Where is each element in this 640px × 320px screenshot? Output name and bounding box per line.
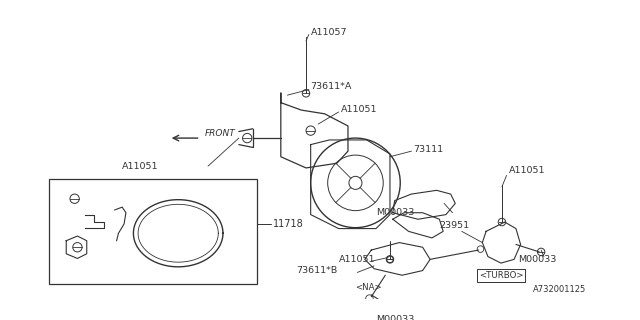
Bar bbox=[477, 269, 525, 282]
Text: M00033: M00033 bbox=[518, 255, 556, 264]
Bar bbox=[49, 179, 257, 284]
Text: 23951: 23951 bbox=[440, 221, 470, 230]
Text: 73611*A: 73611*A bbox=[310, 82, 352, 91]
Text: A11051: A11051 bbox=[339, 255, 375, 264]
Text: M00033: M00033 bbox=[376, 208, 414, 217]
Text: 11718: 11718 bbox=[273, 219, 304, 229]
Text: A11051: A11051 bbox=[122, 162, 159, 171]
Text: 73611*B: 73611*B bbox=[297, 266, 338, 275]
Text: M00033: M00033 bbox=[376, 315, 414, 320]
Text: <NA>: <NA> bbox=[355, 283, 382, 292]
Text: 73111: 73111 bbox=[413, 145, 444, 154]
Text: A11057: A11057 bbox=[310, 28, 347, 37]
Text: A732001125: A732001125 bbox=[532, 285, 586, 294]
Text: <TURBO>: <TURBO> bbox=[479, 271, 524, 280]
Text: A11051: A11051 bbox=[508, 166, 545, 175]
Text: A11051: A11051 bbox=[340, 105, 377, 114]
Text: FRONT: FRONT bbox=[204, 129, 235, 138]
